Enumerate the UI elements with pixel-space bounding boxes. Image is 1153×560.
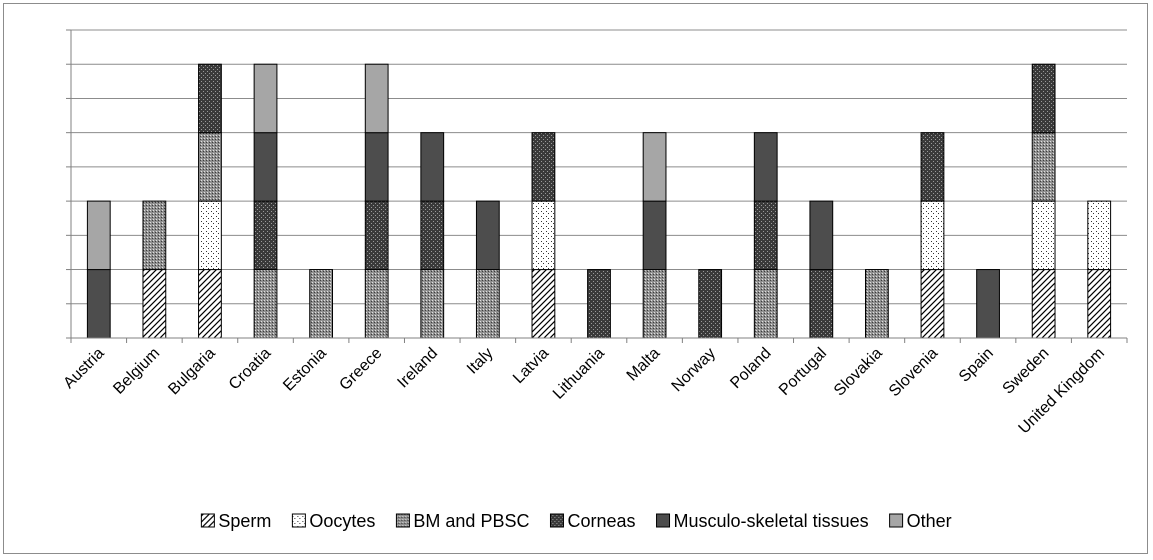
x-tick-label: Sweden bbox=[1000, 345, 1053, 398]
x-tick-label: Lithuania bbox=[550, 345, 608, 403]
legend-label: Oocytes bbox=[309, 511, 375, 531]
bar-segment-corneas-sweden bbox=[1031, 63, 1056, 134]
legend-swatch bbox=[395, 513, 410, 528]
bar-segment-corneas-norway bbox=[698, 269, 723, 339]
bar-segment-other-malta bbox=[642, 132, 667, 202]
legend-swatch bbox=[889, 513, 904, 528]
bar-segment-corneas-bulgaria bbox=[198, 63, 222, 134]
x-tick-label: Austria bbox=[60, 345, 107, 392]
x-tick-label: Malta bbox=[624, 345, 664, 385]
legend-item: Corneas bbox=[549, 511, 636, 531]
x-tick-labels: Austria Belgium Bulgaria Croatia Estonia Gree… bbox=[60, 345, 1108, 438]
x-tick-label: Estonia bbox=[280, 345, 330, 395]
x-tick-label: Ireland bbox=[394, 345, 441, 392]
bar-segment-musculo-skeletal-tissues-austria bbox=[86, 269, 111, 339]
bar-segment-other-croatia bbox=[253, 63, 278, 134]
bar-segment-corneas-lithuania bbox=[587, 269, 611, 339]
bar-segment-bm-and-pbsc-belgium bbox=[142, 200, 167, 271]
bar-segment-bm-and-pbsc-croatia bbox=[253, 269, 278, 339]
x-tick-label: Italy bbox=[464, 345, 497, 378]
bar-segment-other-austria bbox=[86, 200, 111, 271]
bar-segment-oocytes-united-kingdom bbox=[1087, 200, 1112, 271]
legend-swatch bbox=[291, 513, 306, 528]
bar-segment-musculo-skeletal-tissues-malta bbox=[642, 200, 667, 271]
bar-segment-bm-and-pbsc-bulgaria bbox=[198, 132, 222, 202]
bar-segment-musculo-skeletal-tissues-greece bbox=[364, 132, 389, 202]
legend-label: Other bbox=[907, 511, 952, 531]
x-tick-label: Greece bbox=[336, 345, 385, 394]
bar-segment-oocytes-bulgaria bbox=[198, 200, 222, 271]
legend-item: Other bbox=[889, 511, 952, 531]
bar-segment-sperm-sweden bbox=[1031, 269, 1056, 339]
bar-segment-oocytes-sweden bbox=[1031, 200, 1056, 271]
bar-segment-bm-and-pbsc-estonia bbox=[309, 269, 333, 339]
bar-segment-musculo-skeletal-tissues-croatia bbox=[253, 132, 278, 202]
x-tick-label: Croatia bbox=[226, 345, 275, 394]
chart-frame bbox=[3, 3, 1148, 554]
bar-segment-oocytes-latvia bbox=[531, 200, 556, 271]
bar-segment-bm-and-pbsc-ireland bbox=[420, 269, 445, 339]
legend-label: Sperm bbox=[218, 511, 271, 531]
bar-segment-bm-and-pbsc-sweden bbox=[1031, 132, 1056, 202]
bar-segment-musculo-skeletal-tissues-spain bbox=[976, 269, 1000, 339]
bar-segment-corneas-greece bbox=[364, 200, 389, 271]
bar-segment-sperm-slovenia bbox=[920, 269, 945, 339]
bar-segment-bm-and-pbsc-malta bbox=[642, 269, 667, 339]
bar-segment-bm-and-pbsc-greece bbox=[364, 269, 389, 339]
x-tick-label: Poland bbox=[727, 345, 774, 392]
bar-segment-musculo-skeletal-tissues-poland bbox=[753, 132, 778, 202]
bar-segment-corneas-poland bbox=[753, 200, 778, 271]
legend-label: BM and PBSC bbox=[413, 511, 529, 531]
bar-segment-corneas-portugal bbox=[809, 269, 834, 339]
bar-segment-sperm-belgium bbox=[142, 269, 167, 339]
bar-segment-sperm-united-kingdom bbox=[1087, 269, 1112, 339]
gridlines bbox=[71, 29, 1127, 305]
x-tick-label: Portugal bbox=[776, 345, 830, 399]
bar-segment-oocytes-slovenia bbox=[920, 200, 945, 271]
bar-segment-corneas-croatia bbox=[253, 200, 278, 271]
x-tick-label: Slovakia bbox=[831, 345, 886, 400]
legend-label: Musculo-skeletal tissues bbox=[674, 511, 869, 531]
legend-item: Oocytes bbox=[291, 511, 375, 531]
x-tick-label: Slovenia bbox=[886, 345, 941, 400]
bar-segment-musculo-skeletal-tissues-portugal bbox=[809, 200, 834, 271]
bar-segment-corneas-slovenia bbox=[920, 132, 945, 202]
x-tick-label: Belgium bbox=[110, 345, 163, 398]
bar-segment-corneas-ireland bbox=[420, 200, 445, 271]
x-tick-label: Spain bbox=[956, 345, 997, 386]
x-tick-label: Norway bbox=[669, 345, 719, 395]
bar-segment-bm-and-pbsc-slovakia bbox=[865, 269, 889, 339]
bar-segment-corneas-latvia bbox=[531, 132, 556, 202]
legend-swatch bbox=[200, 513, 215, 528]
bars bbox=[86, 63, 1112, 339]
legend-item: Sperm bbox=[200, 511, 271, 531]
bar-segment-bm-and-pbsc-poland bbox=[753, 269, 778, 339]
bar-segment-musculo-skeletal-tissues-ireland bbox=[420, 132, 445, 202]
legend: Sperm Oocytes BM and PBSC Corneas Musculo-sk… bbox=[200, 511, 952, 531]
legend-swatch bbox=[656, 513, 671, 528]
bar-segment-bm-and-pbsc-italy bbox=[475, 269, 500, 339]
bar-segment-musculo-skeletal-tissues-italy bbox=[475, 200, 500, 271]
legend-label: Corneas bbox=[567, 511, 635, 531]
x-tick-label: Bulgaria bbox=[165, 345, 219, 399]
axes bbox=[66, 29, 1128, 343]
bar-segment-sperm-bulgaria bbox=[198, 269, 222, 339]
x-tick-label: Latvia bbox=[510, 345, 552, 387]
legend-item: BM and PBSC bbox=[395, 511, 529, 531]
bar-segment-other-greece bbox=[364, 63, 389, 134]
bar-segment-sperm-latvia bbox=[531, 269, 556, 339]
legend-swatch bbox=[549, 513, 564, 528]
legend-item: Musculo-skeletal tissues bbox=[656, 511, 869, 531]
